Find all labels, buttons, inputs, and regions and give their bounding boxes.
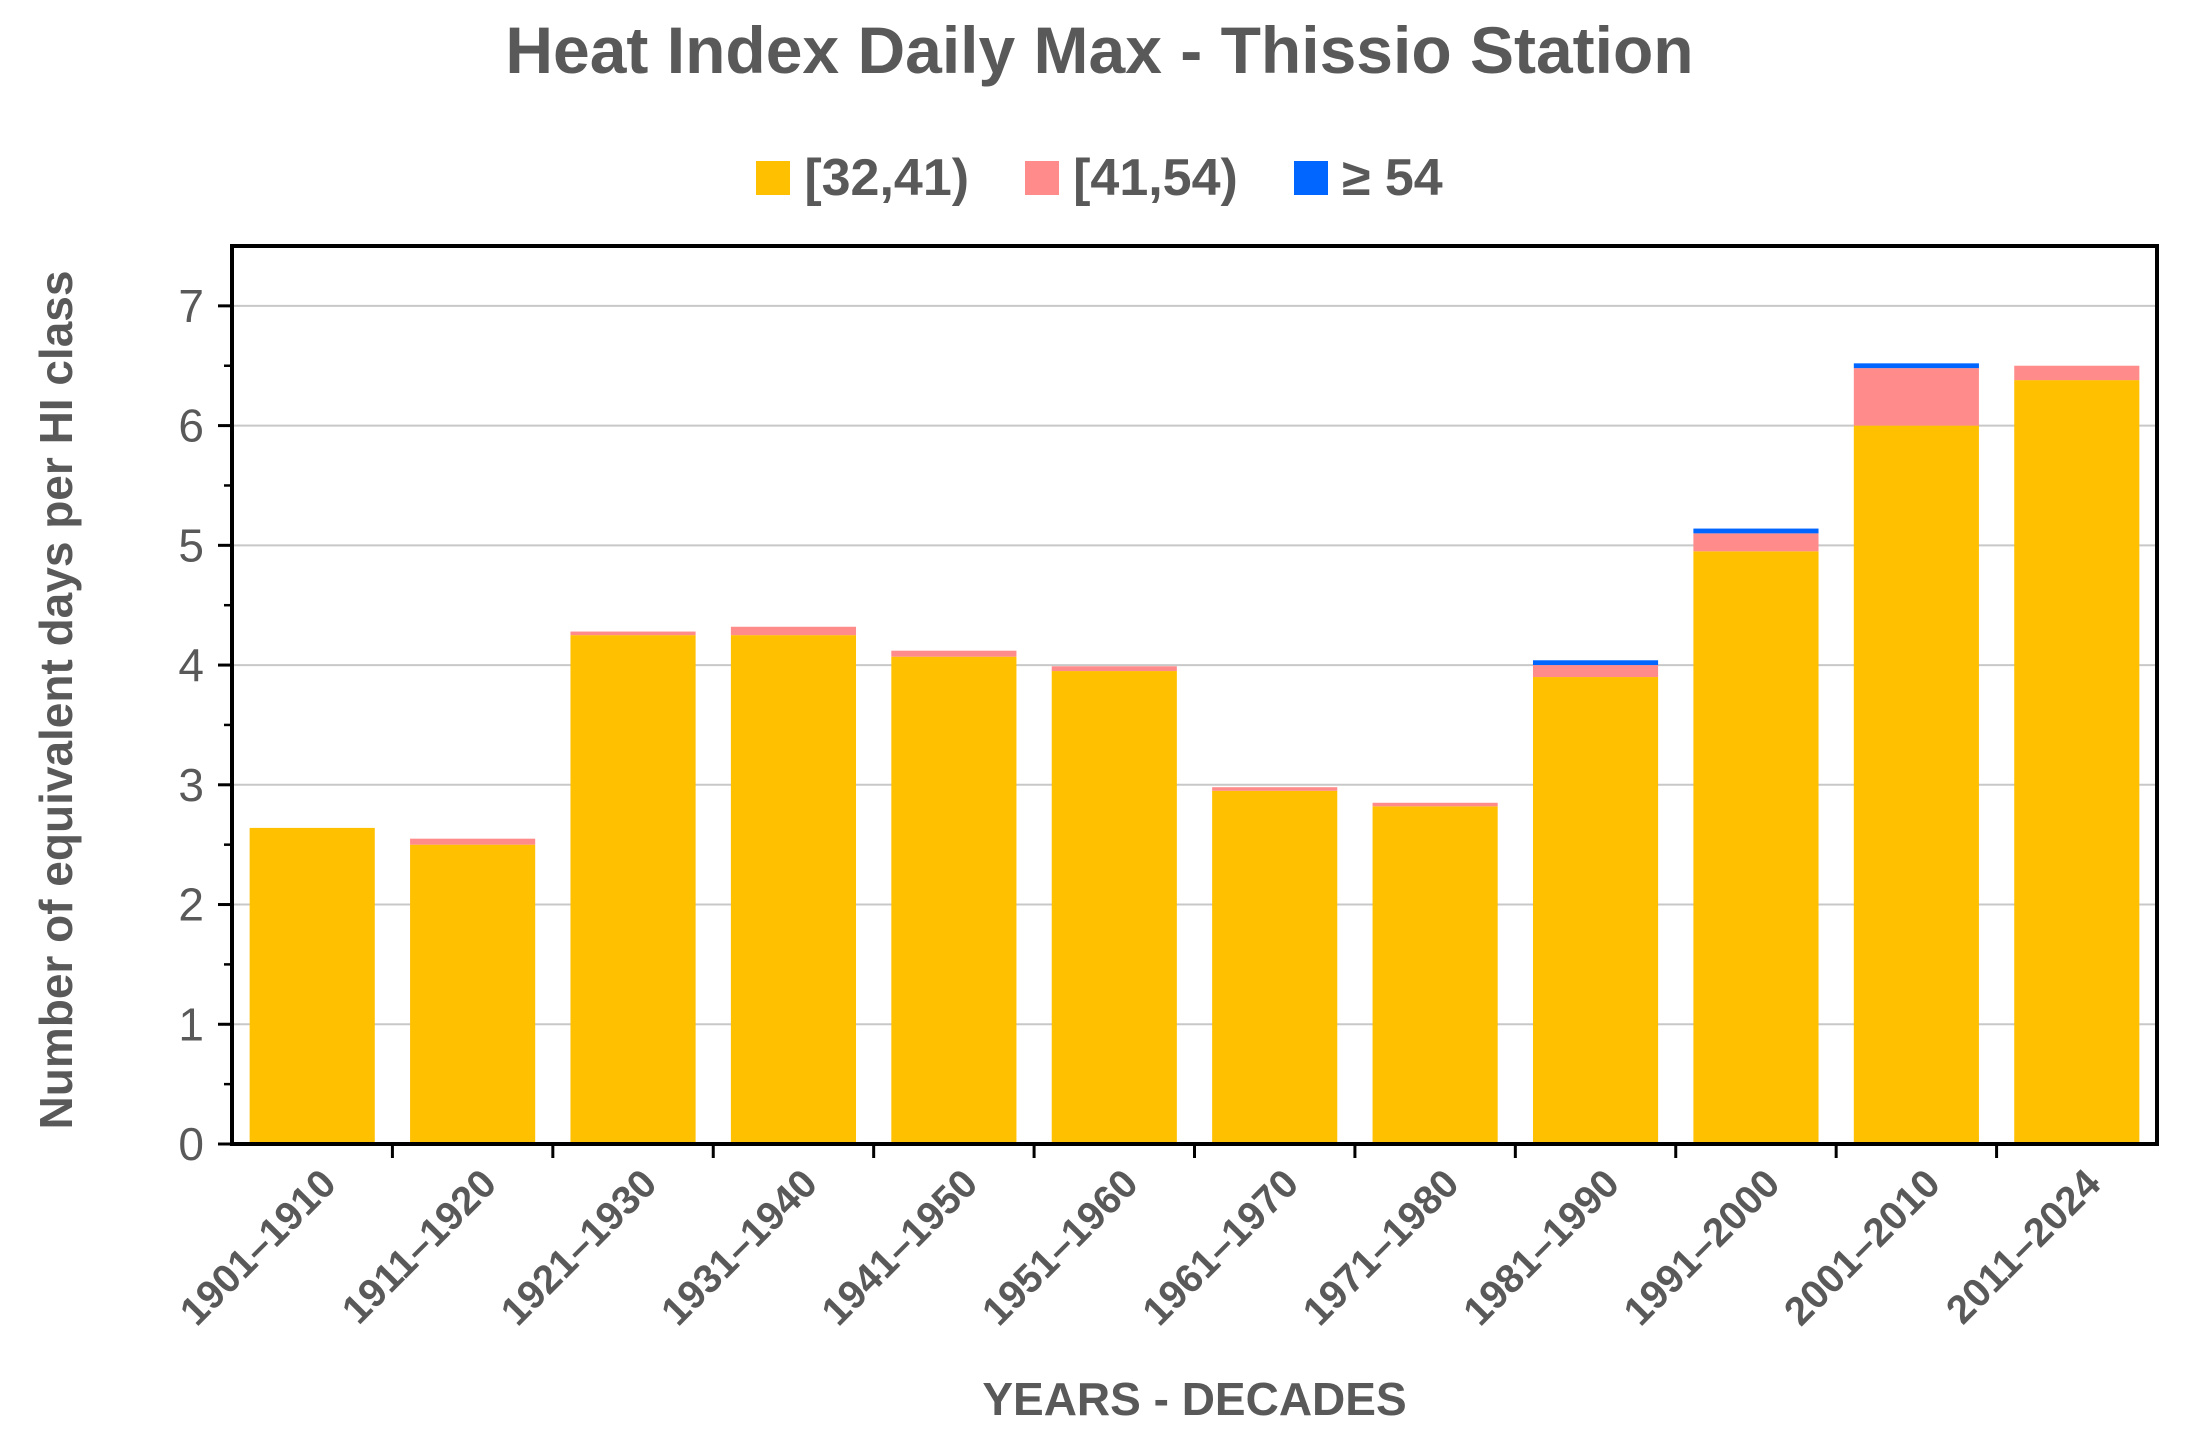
bar-segment-41-54	[1372, 802, 1498, 807]
bar-segment-41-54	[1693, 533, 1819, 552]
bar-segment-32-41	[1693, 551, 1819, 1144]
bar-segment-54-plus	[1532, 660, 1659, 666]
x-tick-label: 1921–1930	[493, 1161, 666, 1334]
legend-swatch-32-41	[756, 161, 791, 195]
bar-segment-54-plus	[1853, 363, 1979, 369]
bar-segment-32-41	[1853, 425, 1979, 1145]
bar-segment-32-41	[1372, 806, 1498, 1144]
y-tick-label: 6	[178, 400, 204, 452]
bar-segment-32-41	[891, 656, 1017, 1144]
bar-segment-41-54	[730, 626, 857, 636]
x-tick-label: 1911–1920	[334, 1161, 505, 1332]
x-tick-label: 1941–1950	[814, 1161, 987, 1334]
bar-segment-41-54	[1532, 665, 1659, 678]
bar-segment-32-41	[249, 827, 375, 1144]
legend-item-54-plus: ≥ 54	[1293, 148, 1443, 208]
bar-segment-54-plus	[1693, 528, 1819, 534]
x-tick-label: 1991–2000	[1616, 1161, 1789, 1334]
x-tick-label: 1961–1970	[1134, 1161, 1307, 1334]
y-tick-label: 2	[178, 879, 204, 931]
plot-border	[230, 244, 2159, 1146]
legend-label-32-41: [32,41)	[804, 149, 970, 207]
bar-segment-32-41	[570, 635, 696, 1144]
x-tick-label: 1981–1990	[1455, 1161, 1628, 1334]
bar-segment-32-41	[410, 844, 536, 1144]
y-tick-label: 3	[178, 759, 204, 811]
bar-segment-41-54	[2014, 365, 2140, 381]
legend-item-32-41: [32,41)	[756, 148, 969, 208]
bar-segment-41-54	[410, 838, 536, 845]
x-tick-label: 2011–2024	[1938, 1161, 2110, 1333]
bar-segment-32-41	[730, 635, 857, 1144]
bar-segment-41-54	[1051, 666, 1177, 672]
bar-segment-32-41	[1532, 677, 1659, 1144]
x-tick-label: 1901–1910	[172, 1161, 345, 1334]
bar-segment-32-41	[1212, 790, 1338, 1144]
bar-segment-41-54	[891, 650, 1017, 657]
legend-label-54-plus: ≥ 54	[1341, 149, 1443, 207]
bar-segment-41-54	[1853, 368, 1979, 426]
legend-item-41-54: [41,54)	[1025, 148, 1238, 208]
chart-title: Heat Index Daily Max - Thissio Station	[505, 13, 1694, 87]
y-tick-label: 5	[178, 519, 204, 571]
bar-segment-32-41	[2014, 380, 2140, 1144]
x-tick-label: 1971–1980	[1295, 1161, 1468, 1334]
x-tick-label: 1951–1960	[974, 1161, 1147, 1334]
y-tick-label: 0	[178, 1118, 204, 1170]
bar-segment-41-54	[570, 631, 696, 636]
legend-swatch-54-plus	[1293, 161, 1328, 195]
legend: [32,41) [41,54) ≥ 54	[0, 148, 2199, 208]
x-axis-title: YEARS - DECADES	[982, 1373, 1407, 1425]
bar-segment-41-54	[1212, 787, 1338, 791]
y-tick-label: 7	[178, 280, 204, 332]
x-tick-label: 1931–1940	[653, 1161, 826, 1334]
bar-segment-32-41	[1051, 671, 1177, 1144]
legend-label-41-54: [41,54)	[1073, 149, 1238, 207]
legend-swatch-41-54	[1025, 161, 1060, 195]
y-tick-label: 1	[178, 998, 204, 1050]
y-tick-label: 4	[178, 639, 204, 691]
x-tick-label: 2001–2010	[1776, 1161, 1949, 1334]
